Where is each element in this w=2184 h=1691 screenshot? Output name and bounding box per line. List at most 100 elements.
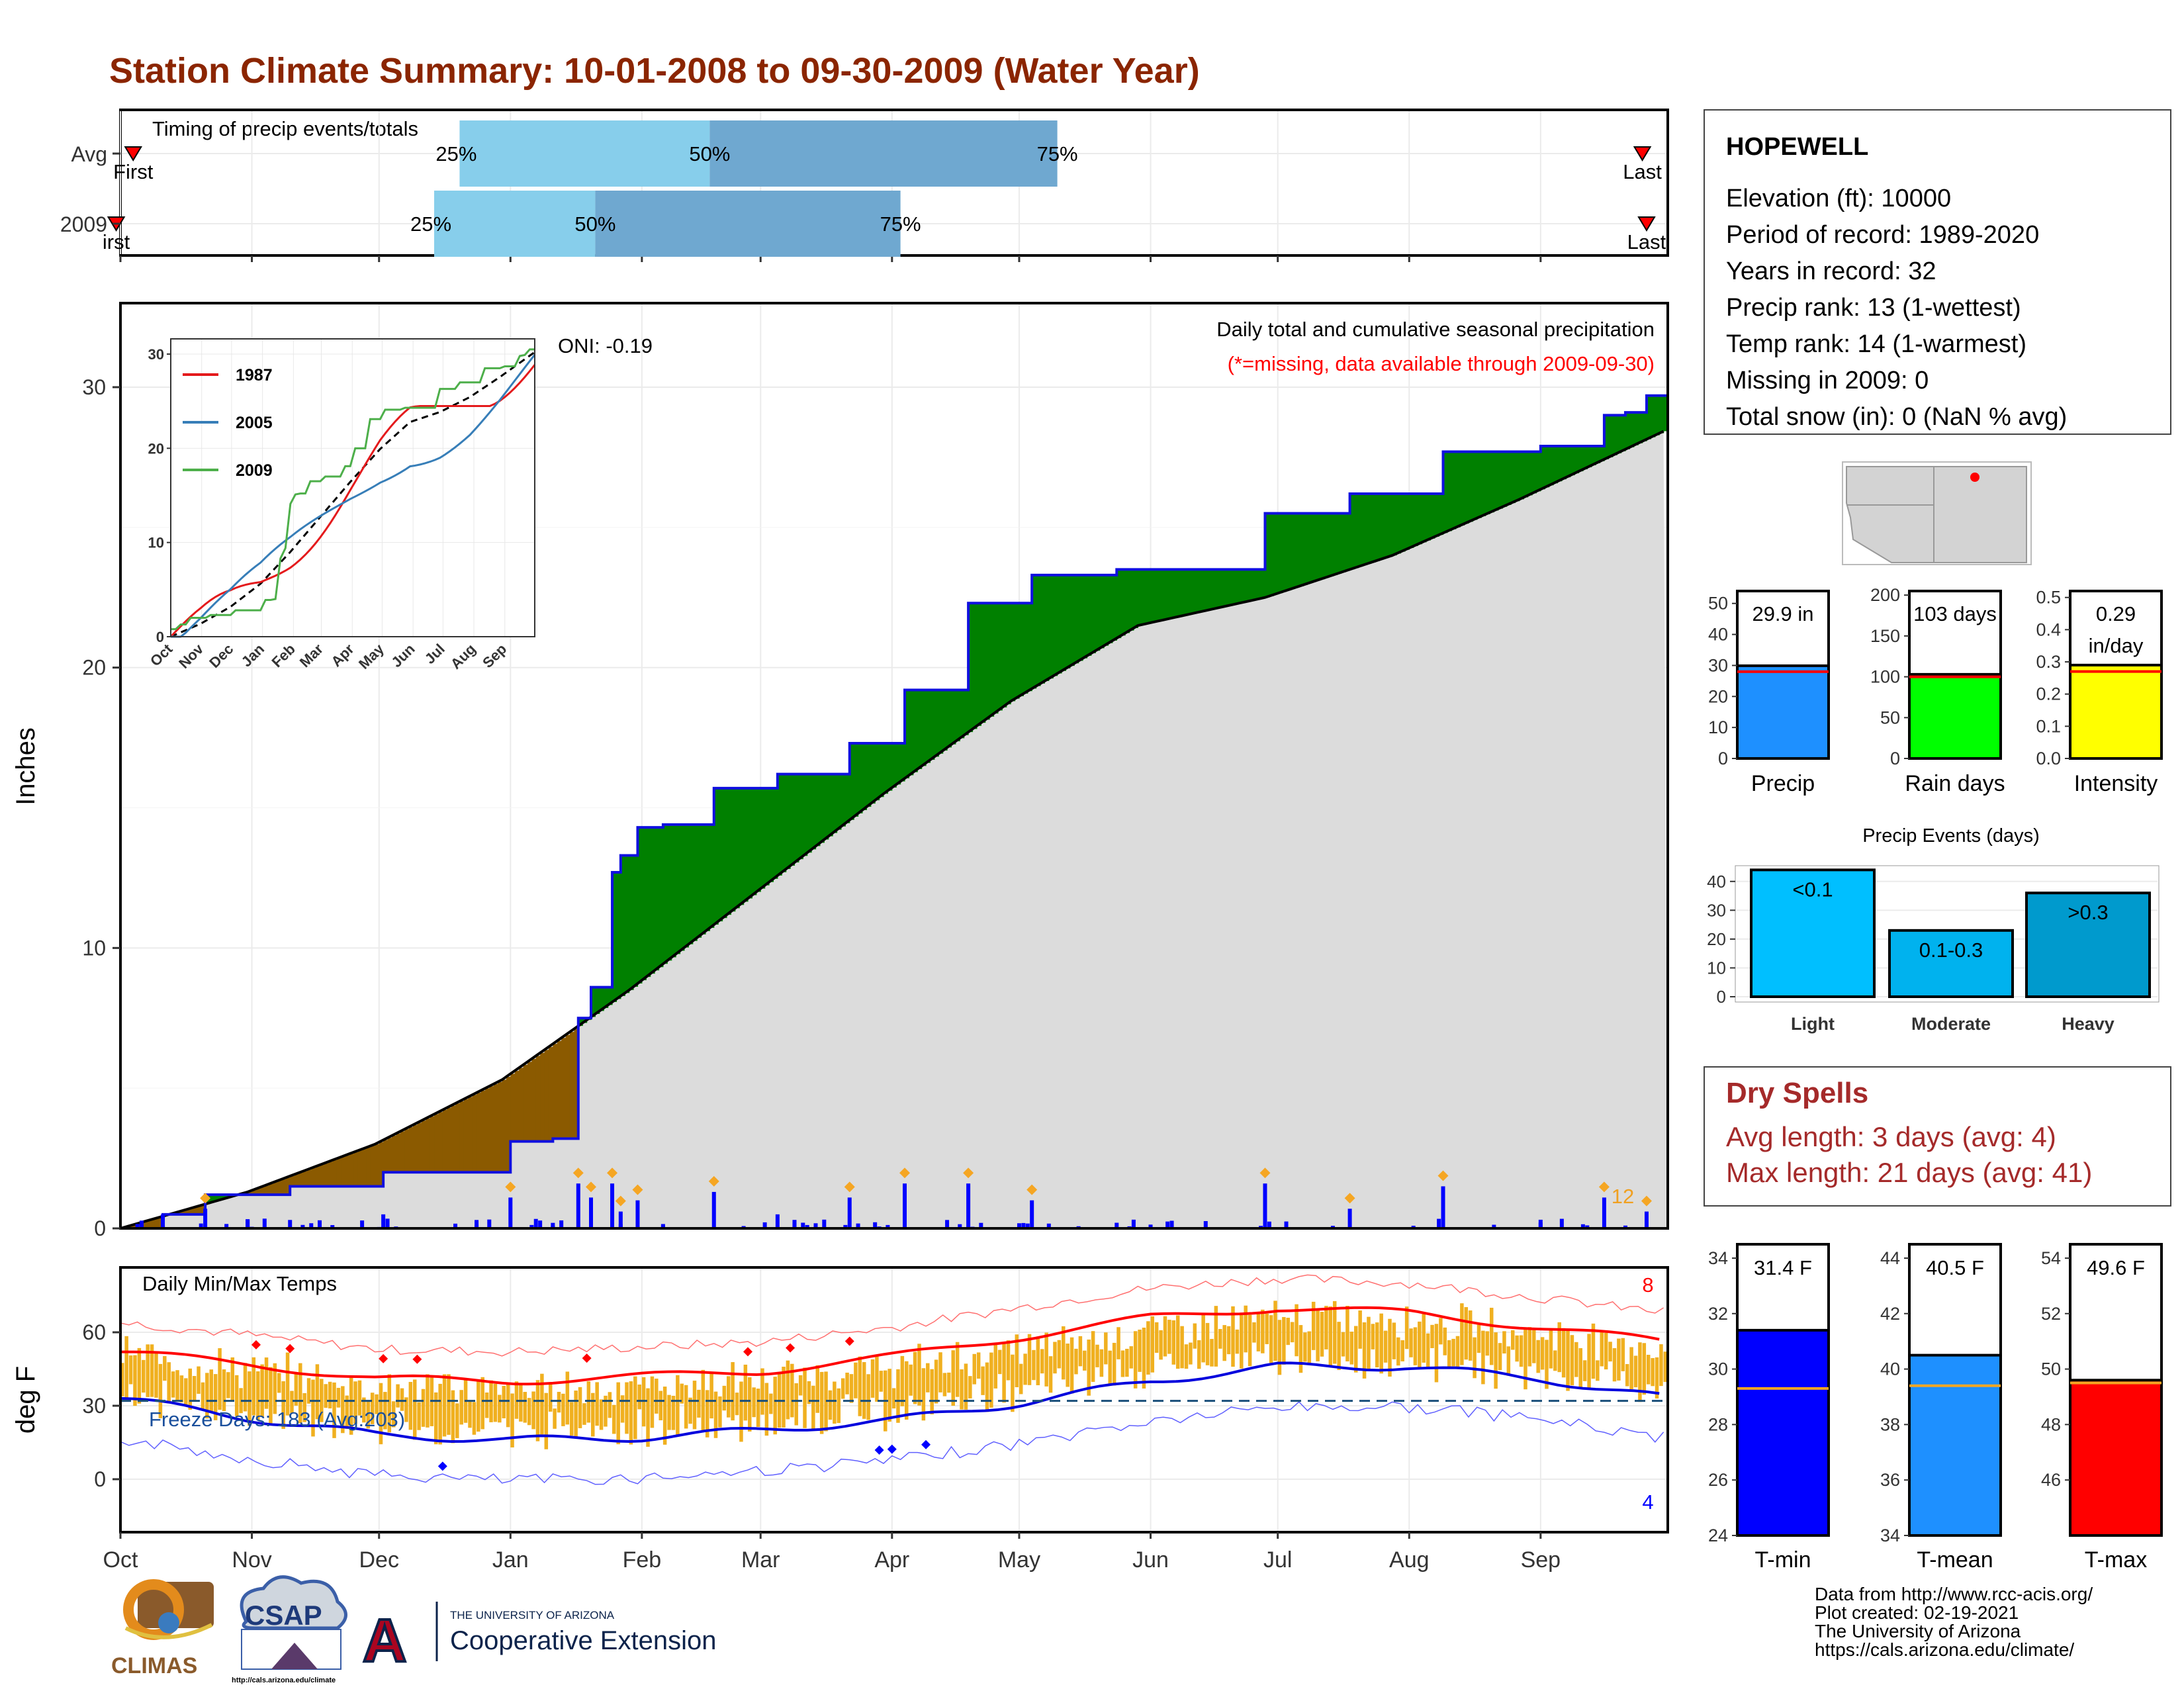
- inset-series-line-1987: [169, 364, 536, 638]
- precip-surplus-segment: [917, 690, 923, 770]
- daily-temp-range-bar: [1663, 1351, 1668, 1383]
- precip-surplus-segment: [1112, 574, 1117, 641]
- timing-title: Timing of precip events/totals: [152, 117, 418, 140]
- daily-temp-range-bar: [1353, 1326, 1358, 1373]
- daily-temp-range-bar: [434, 1392, 438, 1445]
- daily-temp-range-bar: [548, 1384, 553, 1412]
- daily-temp-range-bar: [1044, 1332, 1048, 1387]
- precip-surplus-segment: [1040, 574, 1045, 684]
- dry-spells-frame: [1704, 1066, 2171, 1207]
- precip-daily-bar: [589, 1197, 594, 1228]
- precip-surplus-segment: [1146, 569, 1152, 624]
- heavy-precip-marker: [586, 1181, 597, 1193]
- precip-surplus-segment: [879, 743, 884, 798]
- precip-surplus-segment: [595, 987, 600, 1015]
- station-line: Missing in 2009: 0: [1726, 367, 1929, 394]
- temp-bar-tick-label: 24: [1708, 1526, 1728, 1545]
- credit-line: https://cals.arizona.edu/climate/: [1815, 1639, 2074, 1660]
- precip-daily-bar: [813, 1223, 818, 1228]
- precip-event-bar-moderate: [1888, 929, 2014, 999]
- temp-y-tick-label: 30: [82, 1394, 106, 1418]
- precip-surplus-segment: [1023, 603, 1028, 694]
- precip-surplus-segment: [1489, 451, 1494, 513]
- precip-surplus-segment: [1142, 569, 1147, 625]
- precip-surplus-segment: [1473, 451, 1478, 520]
- inset-y-tick-label: 20: [148, 440, 164, 457]
- precip-surplus-segment: [722, 788, 727, 919]
- precip-surplus-segment: [1015, 603, 1020, 699]
- timing-p25-label: 25%: [435, 142, 477, 165]
- precip-surplus-segment: [1320, 513, 1325, 580]
- precip-surplus-segment: [1566, 445, 1571, 478]
- daily-temp-range-bar: [913, 1351, 917, 1404]
- precip-daily-bar: [199, 1223, 203, 1228]
- precip-surplus-segment: [1345, 513, 1351, 571]
- freeze-days-text: Freeze Days: 183 (Avg:203): [149, 1408, 405, 1431]
- daily-temp-range-bar: [777, 1371, 782, 1428]
- precip-deficit-segment: [315, 1166, 320, 1187]
- precip-surplus-segment: [1197, 569, 1202, 613]
- precip-surplus-segment: [1273, 513, 1279, 595]
- daily-temp-range-bar: [1561, 1328, 1566, 1378]
- daily-temp-range-bar: [383, 1392, 387, 1430]
- precip-surplus-segment: [578, 1018, 583, 1027]
- precip-surplus-segment: [1167, 569, 1173, 619]
- precip-deficit-segment: [387, 1138, 392, 1173]
- precip-deficit-segment: [544, 1050, 549, 1142]
- precip-surplus-segment: [760, 788, 766, 889]
- station-info-box: HOPEWELL Elevation (ft): 10000 Period of…: [1704, 109, 2171, 435]
- precip-surplus-segment: [739, 788, 745, 905]
- daily-temp-range-bar: [1286, 1318, 1291, 1346]
- daily-temp-range-bar: [769, 1393, 773, 1414]
- precip-surplus-segment: [1099, 574, 1105, 649]
- precip-deficit-segment: [197, 1206, 202, 1214]
- daily-temp-range-bar: [582, 1403, 586, 1425]
- precip-surplus-segment: [866, 743, 872, 807]
- precip-daily-bar: [1115, 1222, 1119, 1228]
- daily-temp-range-bar: [1659, 1344, 1663, 1387]
- precip-surplus-segment: [951, 690, 956, 745]
- precip-daily-bar: [1585, 1225, 1590, 1228]
- daily-temp-range-bar: [234, 1375, 239, 1416]
- daily-temp-range-bar: [1371, 1324, 1375, 1349]
- precip-surplus-segment: [1231, 569, 1236, 606]
- precip-surplus-segment: [1625, 412, 1630, 449]
- precip-deficit-segment: [514, 1070, 520, 1142]
- daily-temp-range-bar: [353, 1381, 357, 1424]
- temp-y-tick-label: 0: [94, 1467, 106, 1491]
- summary-bar-tick-label: 50: [1880, 708, 1900, 727]
- precip-surplus-segment: [1383, 493, 1388, 559]
- precip-surplus-segment: [782, 774, 787, 872]
- summary-bar-charts: 0 10 20 30 40 50 29.9 in Precip 0 50 100 150 200 103 …: [1708, 585, 2163, 796]
- daily-temp-range-bar: [930, 1369, 934, 1415]
- daily-temp-range-bar: [1646, 1355, 1651, 1385]
- inset-y-tick-label: 10: [148, 535, 164, 551]
- precip-surplus-segment: [972, 603, 978, 729]
- daily-temp-range-bar: [540, 1373, 544, 1435]
- daily-temp-range-bar: [667, 1394, 671, 1430]
- daily-temp-range-bar: [807, 1381, 811, 1404]
- daily-temp-range-bar: [1642, 1343, 1647, 1395]
- precip-surplus-segment: [1409, 493, 1414, 548]
- precip-surplus-segment: [1044, 574, 1050, 682]
- daily-temp-range-bar: [438, 1383, 442, 1445]
- precip-surplus-segment: [1240, 569, 1245, 604]
- csap-cloud-icon: [240, 1575, 347, 1630]
- precip-surplus-segment: [1150, 569, 1156, 623]
- daily-temp-range-bar: [1218, 1329, 1222, 1349]
- daily-temp-range-bar: [442, 1374, 447, 1437]
- credit-line: Plot created: 02-19-2021: [1815, 1602, 2019, 1623]
- inset-legend-label: 2009: [236, 461, 273, 480]
- daily-temp-range-bar: [391, 1401, 396, 1428]
- temp-panel-frame: [119, 1266, 1669, 1533]
- precip-surplus-segment: [629, 855, 634, 990]
- daily-temp-range-bar: [981, 1366, 985, 1395]
- station-line: Precip rank: 13 (1-wettest): [1726, 294, 2021, 322]
- daily-temp-range-bar: [357, 1380, 362, 1416]
- daily-temp-range-bar: [1138, 1329, 1142, 1372]
- daily-temp-range-bar: [1604, 1332, 1608, 1370]
- daily-temp-range-bar: [921, 1368, 926, 1421]
- precip-deficit-segment: [154, 1218, 159, 1228]
- precip-daily-bar: [966, 1183, 971, 1228]
